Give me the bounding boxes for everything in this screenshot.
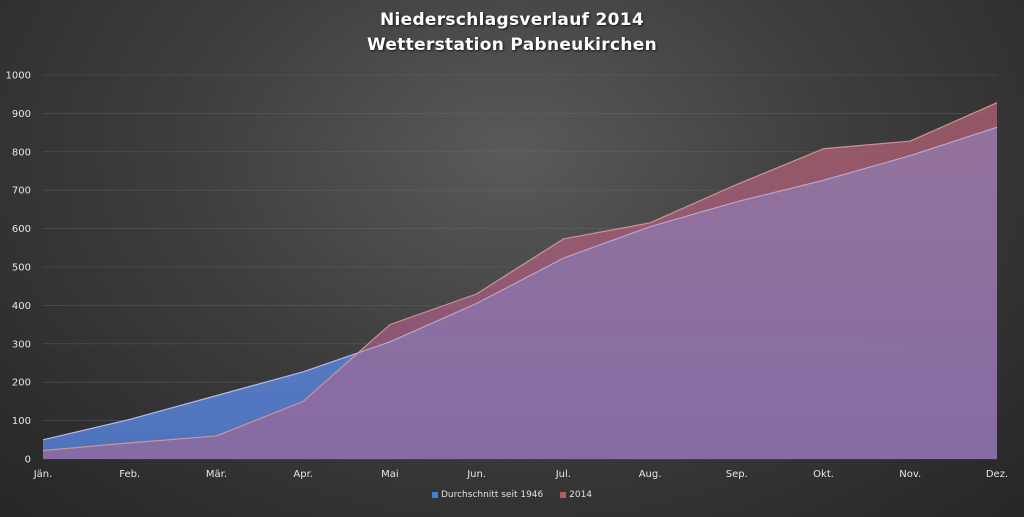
y-tick-label-900: 900 — [12, 109, 31, 120]
x-tick-label-11: Nov. — [899, 469, 921, 480]
x-tick-label-8: Aug. — [639, 469, 662, 480]
x-tick-label-10: Okt. — [813, 469, 834, 480]
y-tick-label-1000: 1000 — [6, 71, 31, 82]
legend-label-2014: 2014 — [569, 490, 593, 500]
y-tick-label-500: 500 — [12, 263, 31, 274]
legend: Durchschnitt seit 1946 2014 — [0, 490, 1024, 500]
y-tick-label-200: 200 — [12, 378, 31, 389]
series-line-2014 — [42, 102, 998, 452]
x-tick-label-7: Jul. — [555, 469, 571, 480]
legend-item-2014: 2014 — [560, 490, 592, 500]
x-tick-label-12: Dez. — [986, 469, 1008, 480]
x-tick-label-9: Sep. — [726, 469, 748, 480]
series-line-average-overlay — [42, 126, 998, 441]
y-tick-label-300: 300 — [12, 339, 31, 350]
legend-swatch-average — [431, 491, 438, 498]
series-layer — [42, 102, 998, 459]
y-tick-label-400: 400 — [12, 301, 31, 312]
y-tick-label-100: 100 — [12, 416, 31, 427]
x-tick-label-6: Jun. — [466, 469, 486, 480]
chart-title: Niederschlagsverlauf 2014 — [379, 10, 645, 30]
series-area-overlap — [43, 127, 997, 459]
x-tick-label-5: Mai — [381, 469, 399, 480]
y-tick-label-600: 600 — [12, 224, 31, 235]
x-tick-label-3: Mär. — [206, 469, 227, 480]
x-tick-label-2: Feb. — [119, 469, 140, 480]
y-tick-label-0: 0 — [25, 455, 31, 466]
axes: 0 100 200 300 400 500 600 700 800 900 1000 Jän. Feb.… — [6, 71, 1009, 481]
legend-label-average: Durchschnitt seit 1946 — [440, 490, 544, 500]
x-tick-label-4: Apr. — [293, 469, 313, 480]
chart-subtitle: Wetterstation Pabneukirchen — [366, 35, 658, 55]
y-tick-label-800: 800 — [12, 147, 31, 158]
legend-swatch-2014 — [560, 491, 567, 498]
x-tick-label-1: Jän. — [33, 469, 53, 480]
y-tick-label-700: 700 — [12, 186, 31, 197]
legend-item-average: Durchschnitt seit 1946 — [431, 490, 544, 500]
